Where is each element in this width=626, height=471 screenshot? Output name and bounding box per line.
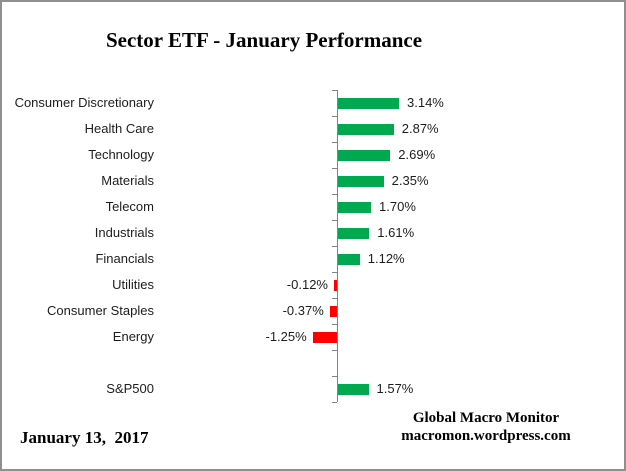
axis-tick xyxy=(332,168,337,169)
category-label: Utilities xyxy=(112,277,154,292)
category-label: Materials xyxy=(101,173,154,188)
date-stamp: January 13, 2017 xyxy=(20,428,149,447)
attribution-source: Global Macro Monitor xyxy=(412,410,560,426)
bar-positive xyxy=(338,150,391,161)
value-label: 2.87% xyxy=(401,121,439,136)
category-label: Consumer Staples xyxy=(47,303,154,318)
category-axis-line xyxy=(337,90,338,402)
attribution-url: macromon.wordpress.com xyxy=(401,428,571,444)
axis-tick xyxy=(332,298,337,299)
axis-tick xyxy=(332,142,337,143)
bar-positive xyxy=(338,228,370,239)
chart-title: Sector ETF - January Performance xyxy=(105,28,423,52)
category-label: Financials xyxy=(95,251,154,266)
bar-positive xyxy=(338,202,372,213)
bar-positive xyxy=(338,254,360,265)
category-label: Industrials xyxy=(94,225,154,240)
value-label: 1.12% xyxy=(367,251,405,266)
value-label: -0.37% xyxy=(282,303,324,318)
category-label: Consumer Discretionary xyxy=(14,95,154,110)
attribution: Global Macro Monitor macromon.wordpress.… xyxy=(336,409,624,445)
axis-tick xyxy=(332,220,337,221)
bar-positive xyxy=(338,124,394,135)
axis-tick xyxy=(332,350,337,351)
bar-positive xyxy=(338,98,399,109)
value-label: -0.12% xyxy=(286,277,328,292)
value-label: 1.61% xyxy=(377,225,415,240)
value-label: 2.69% xyxy=(398,147,436,162)
category-label: Health Care xyxy=(84,121,154,136)
value-label: 1.57% xyxy=(376,381,414,396)
bar-negative xyxy=(334,280,337,291)
axis-tick xyxy=(332,272,337,273)
value-label: 2.35% xyxy=(391,173,429,188)
category-label: S&P500 xyxy=(106,381,154,396)
bar-positive xyxy=(338,176,384,187)
value-label: -1.25% xyxy=(265,329,307,344)
bar-negative xyxy=(329,306,337,317)
axis-tick xyxy=(332,246,337,247)
bar-negative xyxy=(312,332,337,343)
axis-tick xyxy=(332,194,337,195)
category-label: Technology xyxy=(88,147,154,162)
axis-tick xyxy=(332,90,337,91)
axis-tick xyxy=(332,376,337,377)
category-label: Energy xyxy=(112,329,154,344)
axis-tick xyxy=(332,402,337,403)
axis-tick xyxy=(332,324,337,325)
bar-positive xyxy=(338,384,369,395)
value-label: 3.14% xyxy=(407,95,444,110)
value-label: 1.70% xyxy=(379,199,416,214)
axis-tick xyxy=(332,116,337,117)
category-label: Telecom xyxy=(105,199,154,214)
